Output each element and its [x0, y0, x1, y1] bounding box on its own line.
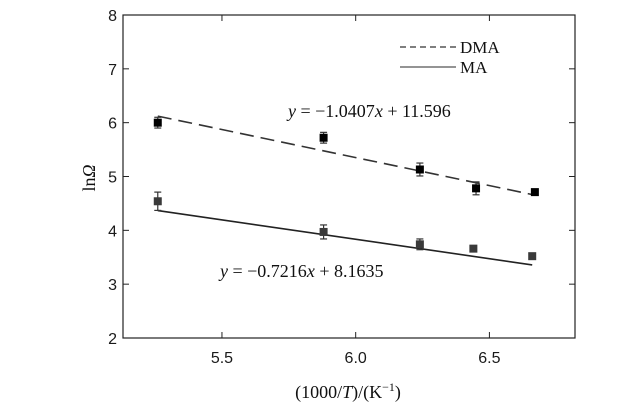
- y-tick-label: 2: [108, 331, 117, 348]
- chart-axes: 2 3 4 5 6 7 8 5.5 6.0 6.5: [108, 8, 576, 367]
- x-title-sup: −1: [382, 380, 395, 394]
- x-title-post: )/(K: [352, 382, 382, 403]
- eq-ma-x: x: [306, 261, 315, 281]
- equation-dma: y = −1.0407x + 11.596: [286, 101, 451, 121]
- data-point-dma: [530, 188, 539, 197]
- equation-ma: y = −0.7216x + 8.1635: [218, 261, 383, 281]
- x-tick-label: 6.0: [345, 350, 367, 367]
- data-point-ma: [415, 240, 424, 249]
- data-point-ma: [469, 244, 478, 253]
- eq-ma-end: + 8.1635: [315, 261, 384, 281]
- y-axis-title: lnΩ: [79, 164, 99, 191]
- eq-dma-x: x: [374, 101, 383, 121]
- data-point-dma: [415, 165, 424, 174]
- data-point-ma: [153, 197, 162, 206]
- eq-dma-end: + 11.596: [383, 101, 451, 121]
- y-title-var: Ω: [79, 164, 99, 177]
- data-point-dma: [472, 184, 481, 193]
- eq-dma-y: y: [286, 101, 296, 121]
- legend: DMA MA: [400, 38, 500, 77]
- fit-lines: [157, 115, 536, 266]
- x-title-end: ): [395, 382, 401, 403]
- plot-frame: [122, 14, 576, 339]
- x-title-pre: (1000/: [295, 382, 342, 403]
- x-title-var: T: [342, 382, 354, 402]
- data-point-ma: [528, 252, 537, 261]
- y-title-pre: ln: [79, 178, 99, 192]
- data-points: [153, 118, 539, 261]
- eq-dma-mid: = −1.0407: [296, 101, 375, 121]
- eq-ma-mid: = −0.7216: [228, 261, 307, 281]
- fit-line-dma: [157, 115, 536, 196]
- y-tick-label: 6: [108, 116, 117, 133]
- legend-label-dma: DMA: [460, 38, 500, 57]
- y-tick-label: 8: [108, 8, 117, 25]
- legend-label-ma: MA: [460, 58, 488, 77]
- x-tick-label: 6.5: [478, 350, 500, 367]
- y-tick-label: 4: [108, 223, 117, 240]
- error-bars: [154, 116, 539, 259]
- data-point-dma: [153, 118, 162, 127]
- fit-line-ma: [157, 209, 533, 266]
- eq-ma-y: y: [218, 261, 228, 281]
- y-tick-label: 5: [108, 170, 117, 187]
- y-tick-label: 3: [108, 277, 117, 294]
- x-tick-label: 5.5: [211, 350, 233, 367]
- data-point-dma: [319, 133, 328, 142]
- x-axis-title: (1000/T)/(K−1): [295, 380, 401, 403]
- data-point-ma: [319, 227, 328, 236]
- y-tick-label: 7: [108, 62, 117, 79]
